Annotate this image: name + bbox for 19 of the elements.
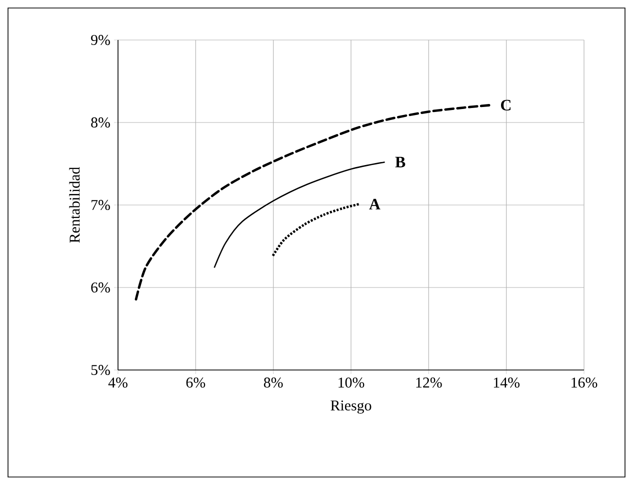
x-axis-title: Riesgo [330, 400, 372, 414]
y-tick-label: 6% [91, 282, 110, 293]
y-axis-title: Rentabilidad [69, 166, 80, 243]
x-tick-label: 10% [338, 378, 364, 388]
x-tick-label: 14% [494, 378, 520, 388]
y-tick-label: 8% [91, 117, 110, 128]
x-tick-label: 8% [264, 378, 283, 388]
x-tick-label: 16% [572, 378, 598, 388]
x-tick-label: 6% [186, 378, 206, 388]
x-tick-label: 4% [108, 378, 128, 388]
y-tick-label: 5% [91, 364, 110, 376]
y-tick-label: 9% [91, 34, 110, 46]
x-tick-label: 12% [416, 378, 442, 388]
series-label: C [501, 100, 511, 111]
line-series [214, 161, 386, 268]
y-tick-label: 7% [92, 200, 110, 210]
series-label: B [395, 156, 406, 168]
line-series [270, 202, 360, 258]
series-label: A [369, 198, 380, 210]
